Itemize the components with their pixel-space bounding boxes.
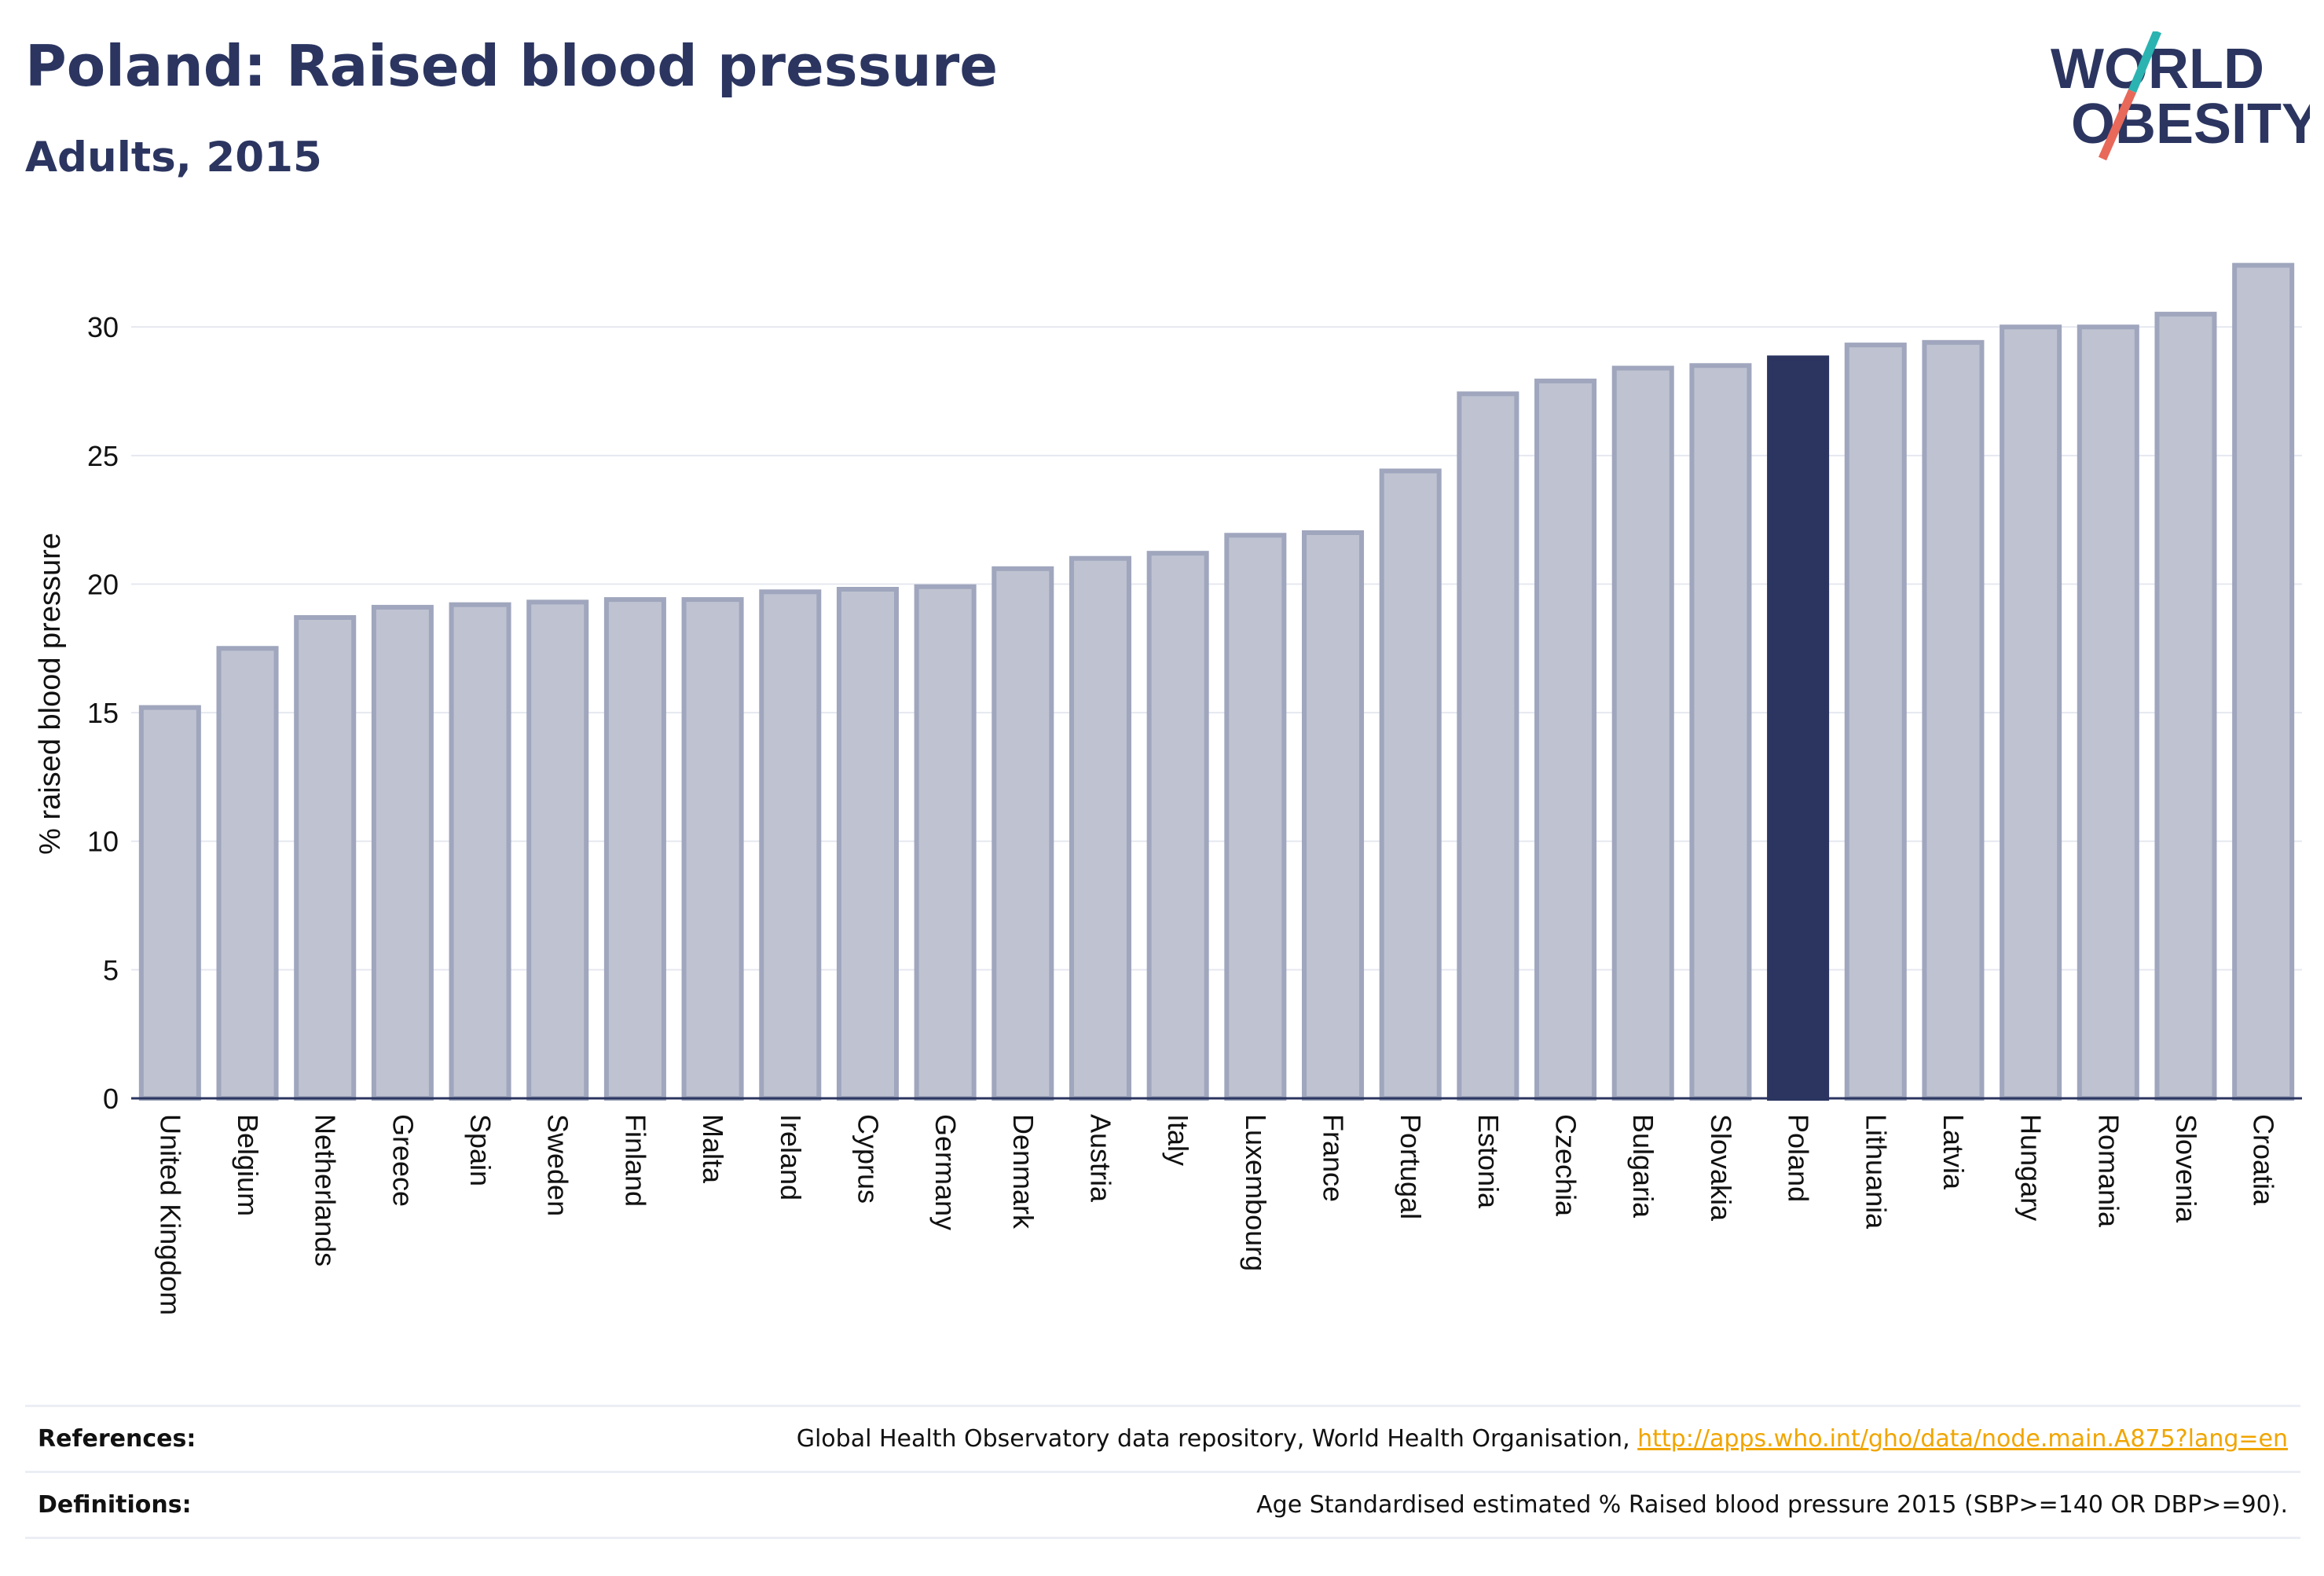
x-tick-label: Romania <box>2092 1114 2124 1228</box>
references-label: References: <box>38 1425 196 1453</box>
x-tick-label: Greece <box>387 1114 419 1207</box>
bar <box>1611 365 1674 1101</box>
bar <box>294 615 357 1101</box>
bar <box>1844 343 1907 1101</box>
x-tick-label: Denmark <box>1007 1114 1039 1230</box>
x-tick-label: Portugal <box>1395 1114 1427 1219</box>
bar <box>2154 311 2217 1101</box>
x-tick-label: Austria <box>1084 1114 1116 1203</box>
x-tick-label: Hungary <box>2015 1114 2047 1221</box>
x-tick-label: United Kingdom <box>154 1114 186 1315</box>
bar <box>1922 339 1985 1101</box>
footer-divider-middle <box>25 1471 2300 1473</box>
x-tick-label: Estonia <box>1472 1114 1505 1209</box>
references-value: Global Health Observatory data repositor… <box>797 1425 2288 1453</box>
bar <box>1302 530 1365 1101</box>
x-tick-label: Germany <box>929 1114 962 1230</box>
definitions-label: Definitions: <box>38 1491 192 1519</box>
bar <box>371 604 434 1101</box>
y-axis-title: % raised blood pressure <box>34 533 67 855</box>
x-tick-label: Croatia <box>2248 1114 2280 1206</box>
logo-slash-coral <box>2098 89 2137 161</box>
references-row: References: Global Health Observatory da… <box>25 1408 2300 1471</box>
y-tick-label: 20 <box>87 568 119 600</box>
bar <box>1534 378 1597 1101</box>
chart-title: Poland: Raised blood pressure <box>25 33 999 99</box>
bar <box>992 566 1054 1101</box>
bar <box>138 705 201 1101</box>
bar <box>1457 391 1519 1101</box>
references-link[interactable]: http://apps.who.int/gho/data/node.main.A… <box>1637 1425 2288 1453</box>
bar <box>914 584 977 1101</box>
x-tick-label: Cyprus <box>852 1114 884 1204</box>
bar <box>836 587 899 1101</box>
bar <box>603 597 666 1101</box>
x-tick-label: Belgium <box>232 1114 264 1216</box>
bar <box>1689 363 1752 1101</box>
x-tick-label: Latvia <box>1937 1114 1970 1190</box>
x-tick-label: Netherlands <box>310 1114 342 1266</box>
footer-divider-top <box>25 1405 2300 1407</box>
bar <box>526 599 589 1101</box>
bar <box>1146 551 1209 1101</box>
x-tick-label: Sweden <box>542 1114 574 1216</box>
bar <box>1069 555 1131 1101</box>
y-tick-label: 0 <box>103 1083 119 1115</box>
x-tick-label: Czechia <box>1550 1114 1582 1217</box>
bar <box>2077 324 2139 1101</box>
x-tick-label: Finland <box>619 1114 651 1207</box>
bar-layer <box>138 262 2295 1101</box>
x-tick-label: France <box>1318 1114 1350 1202</box>
logo-slash-teal <box>2128 31 2162 93</box>
references-text: Global Health Observatory data repositor… <box>796 1425 1638 1453</box>
x-tick-label: Luxembourg <box>1240 1114 1272 1271</box>
y-tick-label: 25 <box>87 440 119 472</box>
bar <box>681 597 744 1101</box>
bar-highlighted <box>1767 355 1830 1101</box>
footer-divider-bottom <box>25 1537 2300 1539</box>
bar <box>1224 533 1287 1101</box>
x-tick-label: Bulgaria <box>1627 1114 1659 1219</box>
bar <box>2000 324 2062 1101</box>
bar <box>449 602 511 1101</box>
y-tick-label: 30 <box>87 311 119 343</box>
definitions-value: Age Standardised estimated % Raised bloo… <box>1256 1491 2288 1519</box>
x-tick-label: Slovakia <box>1705 1114 1737 1222</box>
x-tick-label: Spain <box>464 1114 497 1186</box>
definitions-row: Definitions: Age Standardised estimated … <box>25 1474 2300 1537</box>
bar-chart: 0 5 10 15 20 25 30 United Kingdom Belgium Netherl… <box>34 262 2302 1315</box>
bar <box>2232 262 2295 1101</box>
axis-layer: 0 5 10 15 20 25 30 United Kingdom Belgium Netherl… <box>87 311 2302 1315</box>
x-tick-label: Ireland <box>775 1114 807 1200</box>
x-tick-label: Slovenia <box>2170 1114 2202 1223</box>
chart-subtitle: Adults, 2015 <box>25 134 322 181</box>
bar <box>216 646 279 1101</box>
x-tick-label: Italy <box>1162 1114 1194 1166</box>
y-tick-label: 10 <box>87 826 119 858</box>
x-tick-label: Lithuania <box>1860 1114 1892 1230</box>
y-tick-label: 15 <box>87 697 119 729</box>
bar <box>759 589 822 1101</box>
x-tick-label: Malta <box>697 1114 729 1184</box>
bar <box>1379 468 1442 1101</box>
logo-line-1: WORLD <box>2051 38 2264 101</box>
x-tick-label: Poland <box>1783 1114 1815 1202</box>
world-obesity-logo: WORLD OBESITY <box>2051 31 2310 161</box>
y-tick-label: 5 <box>103 954 119 986</box>
